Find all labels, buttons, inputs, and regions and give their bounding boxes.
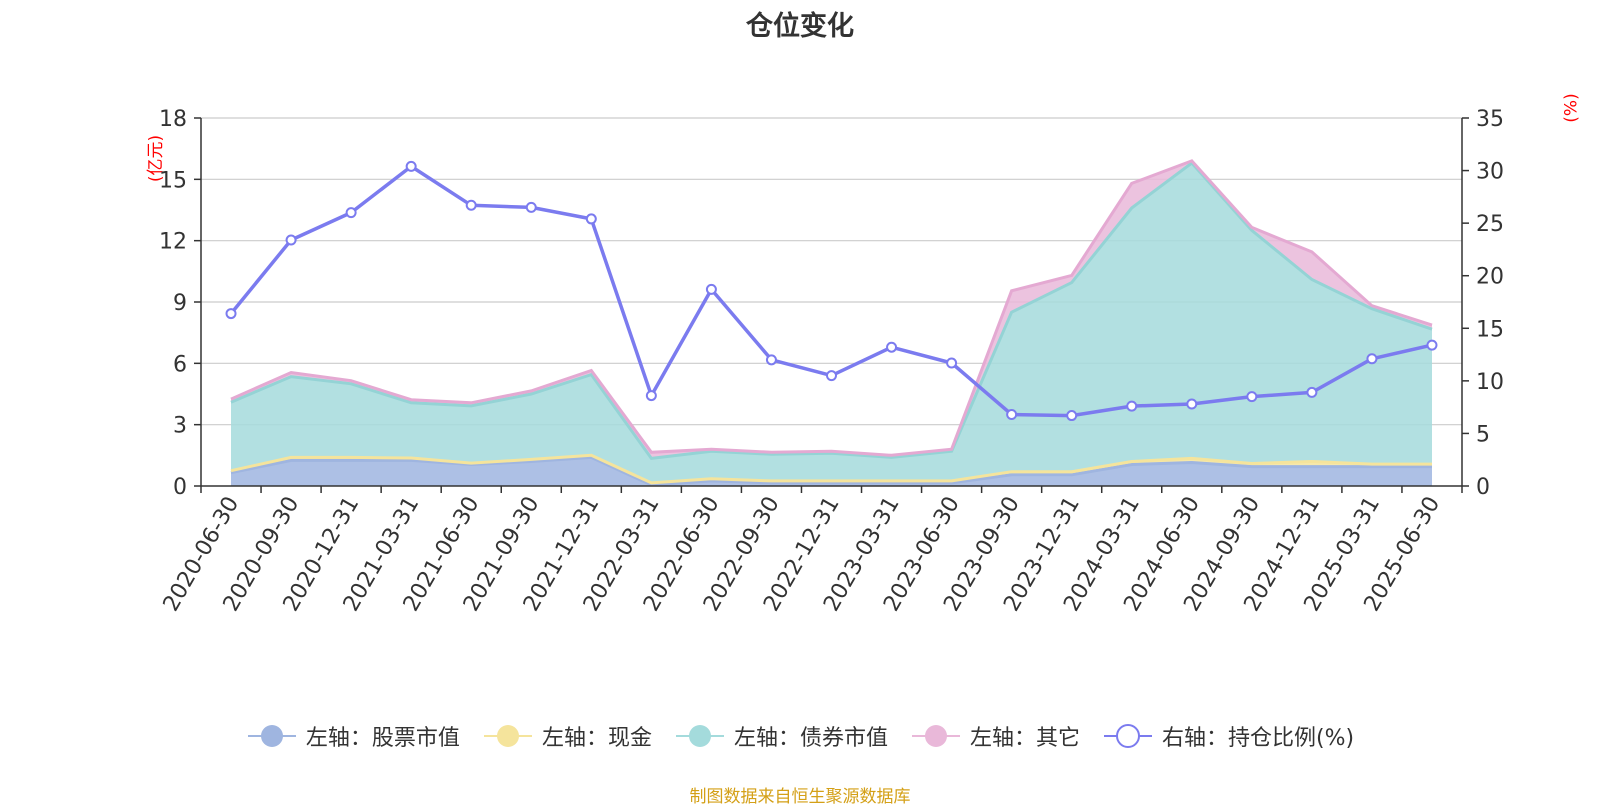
left-axis-tick-label: 0 — [173, 475, 187, 500]
legend-symbol-other — [911, 725, 960, 747]
ratio-point — [946, 357, 958, 369]
right-axis-tick-label: 20 — [1476, 265, 1504, 290]
right-axis-tick-label: 15 — [1476, 317, 1504, 342]
legend-item-ratio[interactable]: 右轴：持仓比例(%) — [1102, 720, 1354, 752]
legend-item-stock[interactable]: 左轴：股票市值 — [246, 720, 460, 752]
legend-label: 左轴：债券市值 — [733, 726, 888, 751]
legend-item-other[interactable]: 左轴：其它 — [910, 720, 1080, 752]
left-axis-tick-label: 9 — [173, 291, 187, 316]
legend-symbol-stock — [247, 725, 296, 747]
legend-label: 左轴：现金 — [541, 726, 652, 751]
area-bond — [231, 163, 1432, 483]
ratio-point — [525, 201, 537, 213]
right-axis-tick-label: 35 — [1476, 107, 1504, 132]
legend-label: 右轴：持仓比例(%) — [1161, 726, 1355, 751]
ratio-point — [285, 234, 297, 246]
area-edge-cash — [230, 453, 1432, 485]
left-axis-tick-label: 3 — [173, 414, 187, 439]
data-source-note: 制图数据来自恒生聚源数据库 — [689, 787, 911, 807]
ratio-point — [765, 354, 777, 366]
right-axis-tick-label: 10 — [1476, 370, 1504, 395]
ratio-point — [826, 370, 837, 382]
ratio-point — [1126, 400, 1138, 412]
ratio-point — [1186, 398, 1198, 410]
ratio-point — [1246, 391, 1258, 403]
ratio-point — [645, 390, 657, 402]
right-axis-tick-label: 25 — [1476, 212, 1504, 237]
legend-symbol-bond — [675, 725, 724, 747]
ratio-point — [1066, 410, 1078, 422]
left-axis-tick-label: 6 — [173, 352, 187, 377]
area-edge-bond — [230, 160, 1433, 460]
ratio-point — [585, 213, 597, 225]
ratio-point — [1006, 409, 1018, 421]
legend-label: 左轴：其它 — [969, 726, 1080, 751]
legend: 左轴：股票市值 左轴：现金 左轴：债券市值 左轴：其它 右轴：持仓比例(%) — [0, 720, 1600, 752]
ratio-point — [1306, 386, 1318, 398]
legend-item-cash[interactable]: 左轴：现金 — [482, 720, 652, 752]
ratio-point — [225, 308, 237, 320]
left-axis-tick-label: 12 — [159, 230, 187, 255]
chart-title: 仓位变化 — [746, 11, 854, 42]
ratio-point — [1426, 339, 1438, 351]
legend-item-bond[interactable]: 左轴：债券市值 — [674, 720, 888, 752]
left-axis-tick-label: 18 — [159, 107, 187, 132]
right-axis-tick-label: 30 — [1476, 160, 1504, 185]
ratio-point — [886, 341, 898, 353]
right-axis-tick-label: 0 — [1476, 475, 1490, 500]
ratio-point — [705, 283, 717, 295]
legend-label: 左轴：股票市值 — [305, 726, 460, 751]
legend-symbol-cash — [483, 725, 532, 747]
area-edge-stock — [230, 455, 1432, 487]
ratio-point — [405, 160, 417, 172]
plot-area: 0369121518051015202530352020-06-302020-0… — [159, 107, 1504, 616]
ratio-point — [345, 207, 357, 219]
left-axis-tick-label: 15 — [159, 168, 187, 193]
legend-symbol-ratio — [1103, 724, 1152, 748]
ratio-point — [465, 199, 477, 211]
right-axis-tick-label: 5 — [1476, 422, 1490, 447]
area-edge-other — [230, 159, 1433, 457]
ratio-point — [1366, 353, 1378, 365]
